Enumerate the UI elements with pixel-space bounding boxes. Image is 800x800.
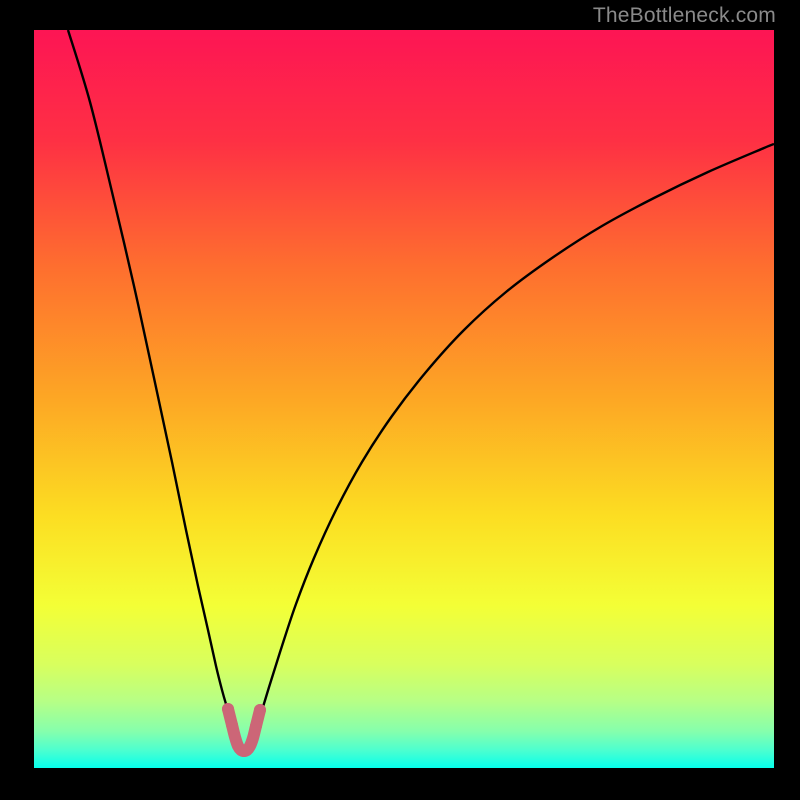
chart-frame: TheBottleneck.com [0,0,800,800]
watermark-text: TheBottleneck.com [593,4,776,28]
plot-area [34,30,774,768]
